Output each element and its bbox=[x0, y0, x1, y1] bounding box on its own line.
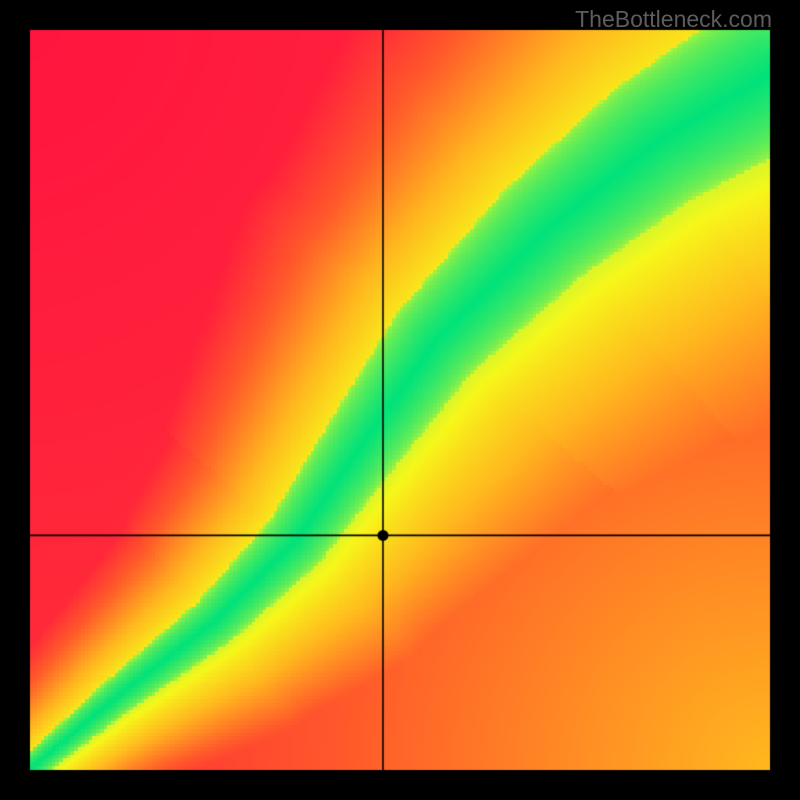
heatmap-canvas bbox=[0, 0, 800, 800]
chart-container: TheBottleneck.com bbox=[0, 0, 800, 800]
